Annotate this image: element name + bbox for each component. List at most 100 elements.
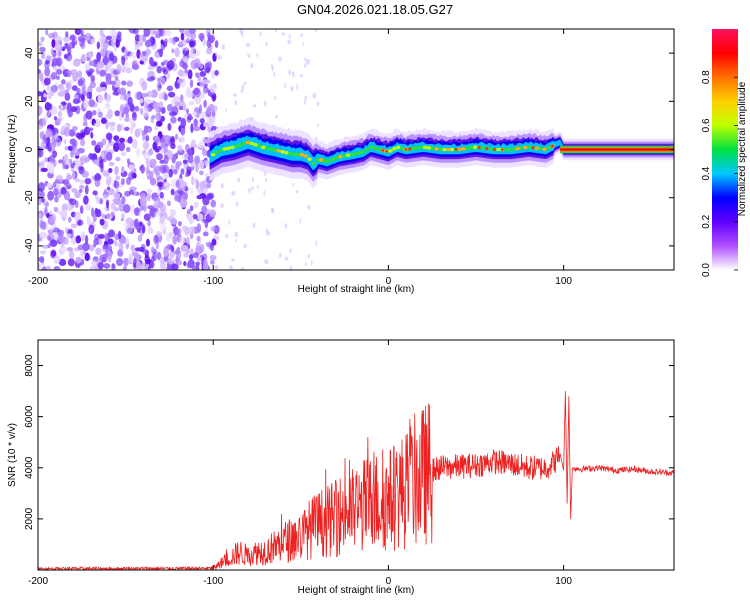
noise-blob <box>123 106 130 115</box>
noise-blob <box>133 190 137 197</box>
noise-blob <box>121 80 127 86</box>
noise-blob <box>63 138 67 144</box>
noise-blob <box>291 71 295 75</box>
noise-blob <box>168 231 174 239</box>
noise-blob <box>202 139 210 144</box>
noise-blob <box>158 29 164 37</box>
snr-y-tick-label: 8000 <box>24 354 35 377</box>
noise-blob <box>51 57 60 67</box>
noise-blob <box>66 174 73 180</box>
noise-blob <box>187 154 194 164</box>
ridge-peak <box>326 159 332 163</box>
noise-blob <box>170 188 175 196</box>
noise-blob <box>190 123 194 134</box>
noise-blob <box>120 178 125 186</box>
noise-blob <box>38 212 42 219</box>
noise-blob <box>38 142 41 147</box>
ridge-peak <box>507 147 513 152</box>
noise-blob <box>151 37 156 45</box>
noise-blob <box>86 91 92 99</box>
noise-blob <box>240 267 244 270</box>
noise-blob <box>84 234 89 245</box>
noise-blob <box>59 104 64 110</box>
ridge-peak <box>426 146 432 150</box>
noise-blob <box>162 172 170 179</box>
noise-blob <box>173 249 181 255</box>
noise-blob <box>196 223 202 233</box>
noise-blob <box>235 238 238 243</box>
noise-blob <box>88 60 95 66</box>
noise-blob <box>111 263 115 269</box>
noise-blob <box>177 221 182 227</box>
noise-blob <box>56 210 63 215</box>
snr-plot-area <box>38 340 674 570</box>
noise-blob <box>180 127 186 136</box>
noise-blob <box>199 79 204 88</box>
noise-blob <box>82 250 87 256</box>
ridge-peak <box>357 151 362 155</box>
noise-blob <box>126 227 133 234</box>
noise-blob <box>168 168 173 178</box>
noise-blob <box>145 135 150 142</box>
noise-blob <box>105 93 111 103</box>
noise-blob <box>93 174 98 182</box>
noise-blob <box>50 90 55 97</box>
noise-blob <box>98 233 105 239</box>
noise-blob <box>113 78 121 88</box>
noise-blob <box>310 260 313 266</box>
noise-blob <box>72 98 80 105</box>
noise-blob <box>76 87 81 94</box>
noise-blob <box>85 204 92 211</box>
noise-blob <box>46 161 54 171</box>
noise-blob <box>74 158 81 166</box>
ridge-peak <box>330 157 335 162</box>
noise-blob <box>209 254 217 261</box>
ridge-peak <box>322 159 328 163</box>
noise-blob <box>120 212 125 220</box>
noise-blob <box>213 83 217 88</box>
noise-blob <box>124 126 130 131</box>
noise-blob <box>307 253 310 259</box>
noise-blob <box>210 199 217 208</box>
noise-blob <box>96 60 101 71</box>
noise-blob <box>39 160 45 166</box>
noise-blob <box>174 47 180 58</box>
noise-blob <box>177 228 182 235</box>
noise-blob <box>304 262 307 267</box>
noise-blob <box>63 72 69 77</box>
noise-blob <box>74 29 82 36</box>
noise-blob <box>273 72 276 77</box>
snr-y-tick-label: 4000 <box>24 456 35 479</box>
noise-blob <box>196 256 203 261</box>
colorbar-tick-label: 0.6 <box>701 118 712 132</box>
noise-blob <box>170 143 176 150</box>
colorbar-ticks: 0.0 0.2 0.4 0.6 0.8 <box>701 70 738 277</box>
noise-blob <box>204 62 210 69</box>
noise-blob <box>59 229 65 237</box>
noise-blob <box>75 132 82 139</box>
noise-blob <box>185 108 190 114</box>
noise-blob <box>123 48 129 56</box>
noise-blob <box>101 151 105 159</box>
ridge-peak <box>392 146 397 151</box>
noise-blob <box>50 250 57 257</box>
noise-blob <box>182 38 187 46</box>
noise-blob <box>152 167 158 174</box>
noise-blob <box>154 200 159 206</box>
noise-blob <box>83 195 89 205</box>
noise-blob <box>304 99 306 105</box>
noise-blob <box>192 213 198 220</box>
noise-blob <box>134 34 141 42</box>
noise-blob <box>62 210 68 218</box>
noise-blob <box>90 131 94 139</box>
noise-blob <box>292 183 295 187</box>
ridge-peak <box>311 161 316 166</box>
noise-blob <box>177 260 182 266</box>
noise-blob <box>74 177 80 183</box>
ridge-peak <box>349 152 355 157</box>
noise-blob <box>199 243 205 253</box>
ridge-peak <box>261 145 266 150</box>
noise-blob <box>86 57 91 62</box>
noise-blob <box>299 73 303 78</box>
noise-blob <box>72 60 80 67</box>
